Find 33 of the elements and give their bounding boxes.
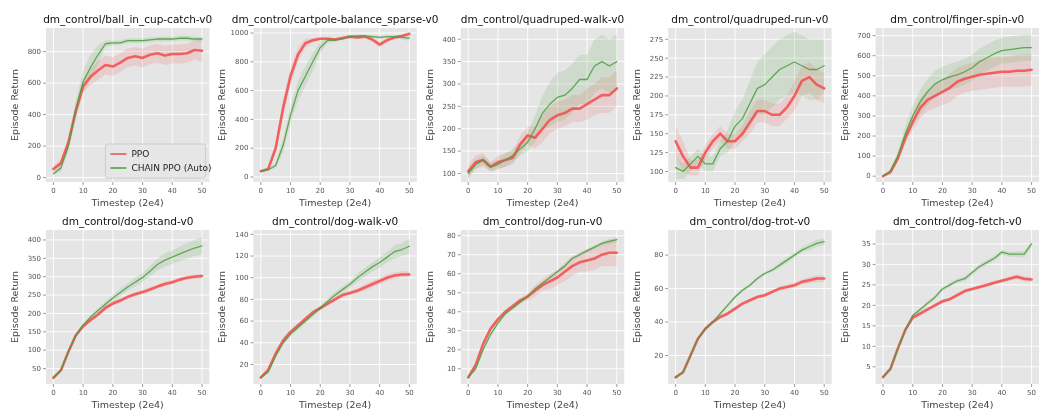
chart-title: dm_control/dog-trot-v0 [689, 215, 811, 228]
chart-title: dm_control/cartpole-balance_sparse-v0 [231, 13, 439, 26]
x-axis-title: Timestep (2e4) [712, 197, 786, 208]
y-axis-title: Episode Return [423, 69, 435, 141]
chart-title: dm_control/dog-walk-v0 [272, 215, 399, 228]
y-axis-title: Episode Return [9, 271, 20, 343]
x-axis-title: Timestep (2e4) [505, 197, 579, 208]
x-axis-title: Timestep (2e4) [712, 399, 786, 410]
x-axis-title: Timestep (2e4) [298, 197, 372, 208]
x-axis-title: Timestep (2e4) [298, 399, 372, 410]
chart-title: dm_control/ball_in_cup-catch-v0 [43, 13, 213, 26]
y-axis-title: Episode Return [631, 271, 643, 343]
x-axis-title: Timestep (2e4) [505, 399, 579, 410]
x-axis-title: Timestep (2e4) [90, 399, 164, 410]
y-axis-title: Episode Return [216, 69, 228, 141]
x-axis-title: Timestep (2e4) [920, 197, 994, 208]
legend-label: CHAIN PPO (Auto) [131, 162, 212, 173]
y-axis-title: Episode Return [9, 69, 20, 141]
y-axis-title: Episode Return [838, 271, 850, 343]
y-axis-title: Episode Return [423, 271, 435, 343]
legend-label: PPO [131, 148, 150, 159]
x-axis-title: Timestep (2e4) [90, 197, 164, 208]
y-axis-title: Episode Return [631, 69, 643, 141]
chart-title: dm_control/dog-run-v0 [482, 215, 603, 228]
chart-title: dm_control/dog-stand-v0 [62, 215, 194, 228]
chart-title: dm_control/quadruped-walk-v0 [460, 13, 625, 26]
chart-title: dm_control/finger-spin-v0 [890, 13, 1025, 26]
y-axis-title: Episode Return [838, 69, 850, 141]
line-series [674, 75, 826, 169]
y-axis-title: Episode Return [216, 271, 228, 343]
chart-title: dm_control/dog-fetch-v0 [892, 215, 1022, 228]
chart-title: dm_control/quadruped-run-v0 [671, 13, 829, 26]
x-axis-title: Timestep (2e4) [920, 399, 994, 410]
